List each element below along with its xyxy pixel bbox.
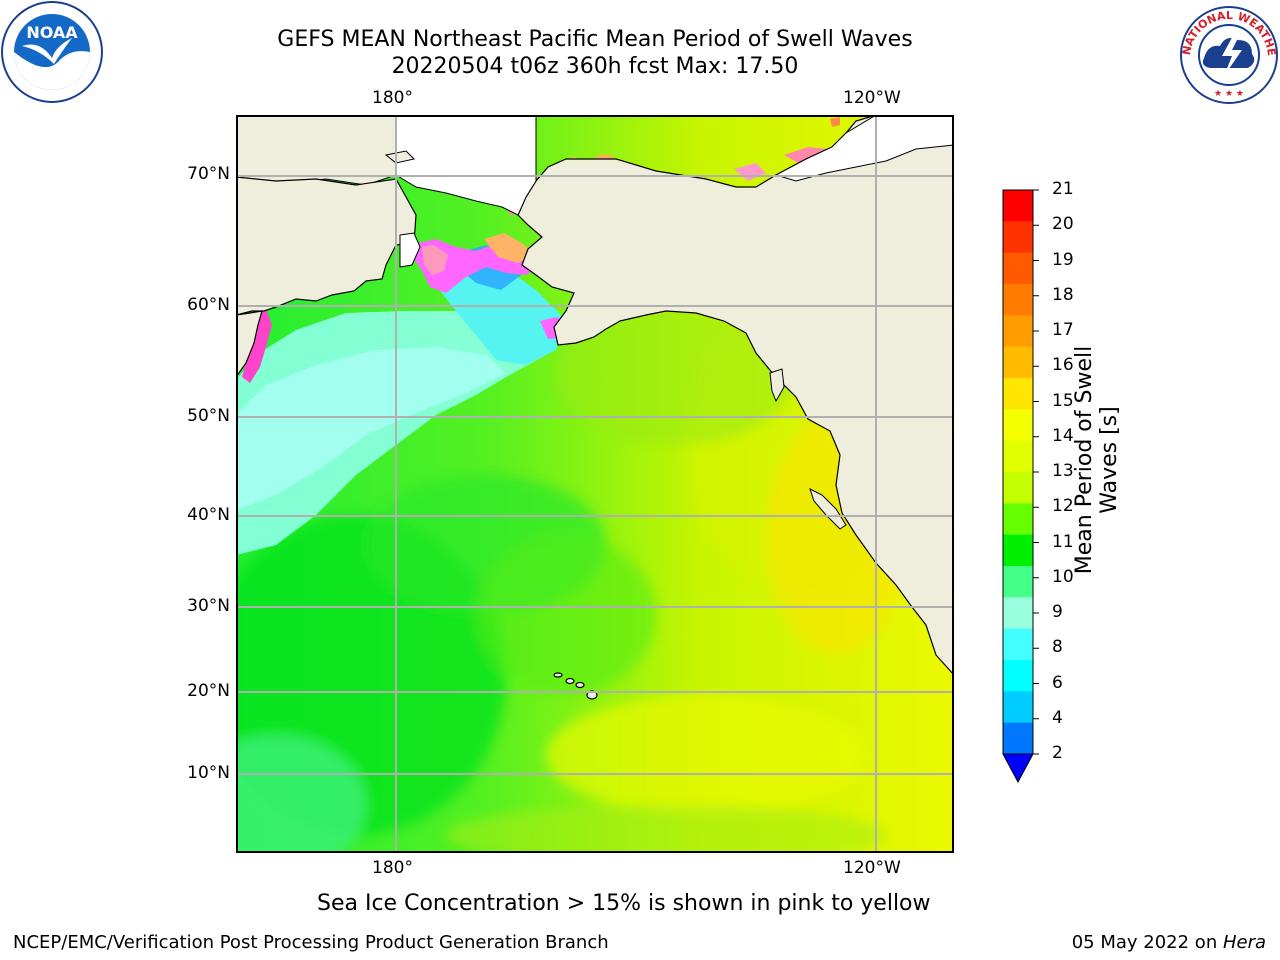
colorbar-swatch bbox=[1003, 284, 1033, 316]
colorbar-tick-label: 8 bbox=[1052, 637, 1063, 658]
colorbar-label: Mean Period of Swell Waves [s] bbox=[1072, 345, 1122, 575]
map-panel bbox=[236, 115, 954, 853]
colorbar-tick-label: 14 bbox=[1052, 425, 1074, 446]
arctic-ocean bbox=[395, 115, 537, 216]
colorbar-swatch bbox=[1003, 440, 1033, 473]
noaa-logo: NOAA bbox=[0, 0, 104, 104]
colorbar-tick-label: 15 bbox=[1052, 390, 1074, 411]
colorbar-tick-label: 9 bbox=[1052, 602, 1063, 622]
bottom-lon-label-120w: 120°W bbox=[843, 858, 901, 878]
lat-label-10n: 10°N bbox=[187, 763, 230, 783]
lat-label-50n: 50°N bbox=[187, 406, 230, 426]
bottom-lon-label-180: 180° bbox=[372, 858, 413, 878]
colorbar-swatch bbox=[1003, 409, 1033, 442]
graticule bbox=[236, 115, 954, 853]
colorbar-tick-label: 19 bbox=[1052, 249, 1074, 270]
colorbar-swatch bbox=[1003, 190, 1033, 222]
colorbar-tick-label: 18 bbox=[1052, 284, 1074, 305]
colorbar-swatch bbox=[1003, 378, 1033, 410]
footer-date-text: 05 May 2022 on bbox=[1071, 932, 1223, 953]
lat-label-40n: 40°N bbox=[187, 505, 230, 525]
colorbar-tick-label: 20 bbox=[1052, 214, 1074, 235]
colorbar-swatch bbox=[1003, 566, 1033, 598]
footer-credit: NCEP/EMC/Verification Post Processing Pr… bbox=[13, 932, 609, 953]
top-lon-label-180: 180° bbox=[372, 88, 413, 108]
colorbar-tick-label: 21 bbox=[1052, 179, 1074, 199]
bering-cyan bbox=[431, 255, 566, 365]
colorbar-swatch bbox=[1003, 221, 1033, 254]
colorbar-swatch bbox=[1003, 315, 1033, 348]
panhandle-islands bbox=[769, 368, 785, 403]
colorbar-swatch bbox=[1003, 534, 1033, 567]
colorbar-swatch bbox=[1003, 252, 1033, 285]
colorbar-tick-label: 17 bbox=[1052, 320, 1074, 340]
colorbar-swatch bbox=[1003, 660, 1033, 692]
colorbar-tick-label: 4 bbox=[1052, 707, 1063, 728]
colorbar-tick-label: 10 bbox=[1052, 566, 1074, 587]
map-frame bbox=[236, 115, 954, 853]
footer-host: Hera bbox=[1222, 932, 1266, 953]
colorbar-tick-label: 13 bbox=[1052, 461, 1074, 481]
top-lon-label-120w: 120°W bbox=[843, 88, 901, 108]
lat-label-70n: 70°N bbox=[187, 164, 230, 184]
vancouver-island bbox=[809, 488, 847, 530]
chart-title: GEFS MEAN Northeast Pacific Mean Period … bbox=[277, 27, 913, 52]
colorbar-swatch bbox=[1003, 503, 1033, 536]
chart-subtitle: 20220504 t06z 360h fcst Max: 17.50 bbox=[391, 54, 799, 79]
footer-date: 05 May 2022 on Hera bbox=[1072, 932, 1266, 953]
colorbar-swatch bbox=[1003, 472, 1033, 504]
colorbar-swatch bbox=[1003, 691, 1033, 724]
st-lawrence-island bbox=[384, 150, 415, 164]
colorbar-swatch bbox=[1003, 597, 1033, 630]
short-swell-core bbox=[236, 347, 506, 510]
colorbar bbox=[1000, 186, 1040, 786]
colorbar-swatch bbox=[1003, 628, 1033, 661]
colorbar-tick-label: 2 bbox=[1052, 743, 1063, 763]
nws-logo: NATIONAL WEATHER SERVICE ★ ★ ★ bbox=[1174, 0, 1280, 104]
land-chukotka bbox=[236, 176, 417, 316]
arctic-ocean-east bbox=[774, 115, 954, 182]
lat-label-60n: 60°N bbox=[187, 295, 230, 315]
sea-ice-note: Sea Ice Concentration > 15% is shown in … bbox=[317, 891, 931, 916]
lat-label-20n: 20°N bbox=[187, 681, 230, 701]
colorbar-tick-label: 11 bbox=[1052, 531, 1074, 552]
colorbar-tick-label: 6 bbox=[1052, 672, 1063, 693]
bering-strait-water bbox=[399, 232, 421, 268]
colorbar-swatch bbox=[1003, 722, 1033, 755]
lat-label-30n: 30°N bbox=[187, 596, 230, 616]
colorbar-swatch bbox=[1003, 346, 1033, 379]
colorbar-tick-label: 12 bbox=[1052, 496, 1074, 517]
colorbar-extend-arrow bbox=[1002, 753, 1034, 784]
svg-text:★ ★ ★: ★ ★ ★ bbox=[1214, 89, 1244, 99]
colorbar-tick-label: 16 bbox=[1052, 355, 1074, 376]
noaa-logo-text: NOAA bbox=[26, 23, 78, 42]
